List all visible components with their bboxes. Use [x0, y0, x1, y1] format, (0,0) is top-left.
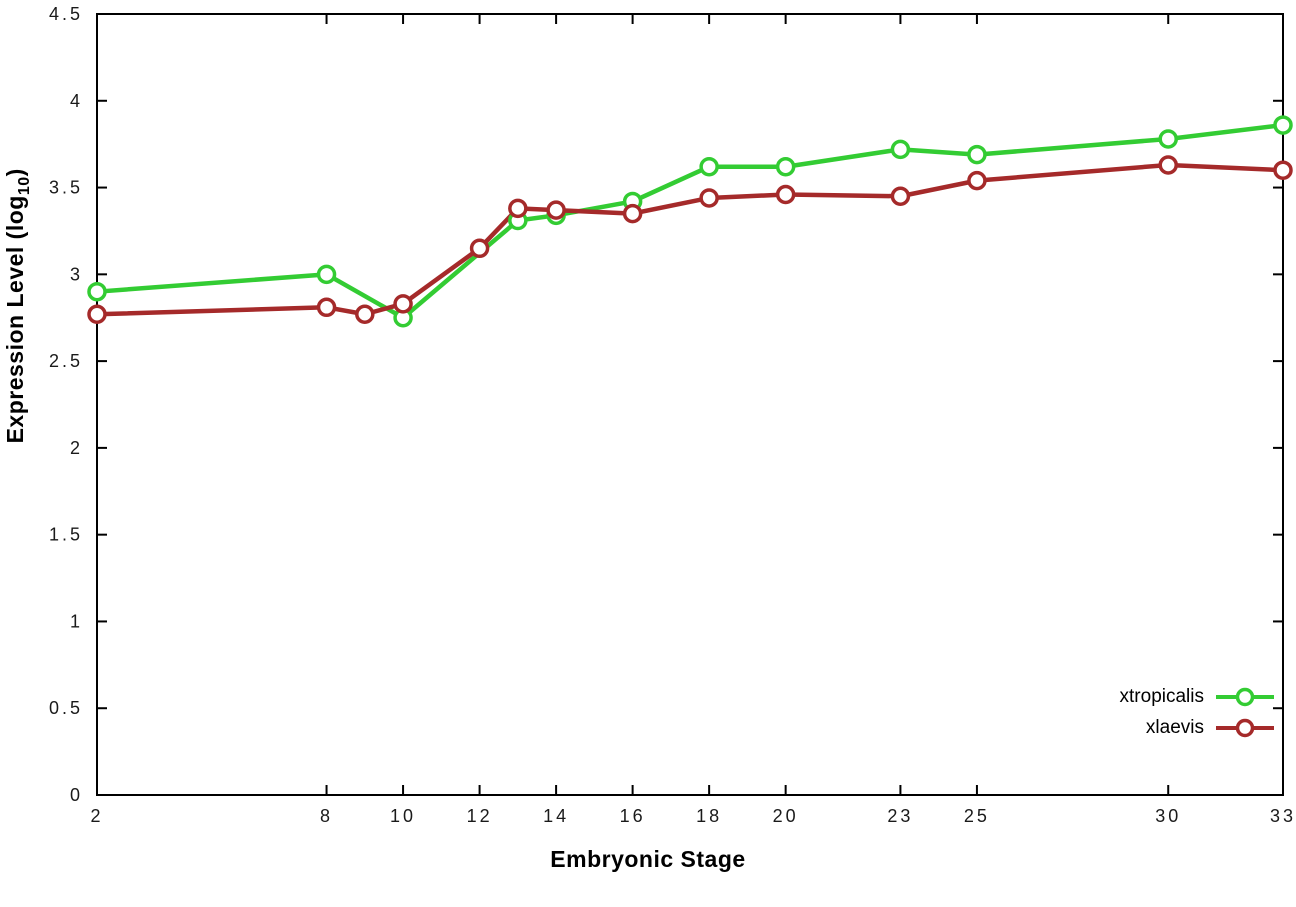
svg-text:1: 1 [70, 611, 83, 631]
svg-text:14: 14 [543, 806, 569, 826]
y-axis-title-subscript: 10 [15, 176, 33, 196]
legend-sample-xtropicalis-icon [1216, 687, 1274, 707]
svg-text:2: 2 [90, 806, 103, 826]
y-axis-title-text: Expression Level (log [2, 195, 29, 444]
svg-text:10: 10 [390, 806, 416, 826]
svg-text:33: 33 [1270, 806, 1296, 826]
svg-text:23: 23 [887, 806, 913, 826]
svg-text:20: 20 [773, 806, 799, 826]
x-axis-title: Embryonic Stage [550, 846, 746, 872]
svg-text:4.5: 4.5 [49, 4, 83, 24]
svg-text:2.5: 2.5 [49, 351, 83, 371]
svg-text:16: 16 [620, 806, 646, 826]
legend-entry-xlaevis: xlaevis [1146, 717, 1276, 739]
svg-text:12: 12 [467, 806, 493, 826]
legend-entry-xtropicalis: xtropicalis [1120, 686, 1276, 708]
svg-text:30: 30 [1155, 806, 1181, 826]
svg-text:2: 2 [70, 438, 83, 458]
y-axis-title: Expression Level (log10) [2, 76, 34, 536]
svg-text:3: 3 [70, 264, 83, 284]
svg-text:1.5: 1.5 [49, 525, 83, 545]
svg-text:0: 0 [70, 785, 83, 805]
svg-text:4: 4 [70, 91, 83, 111]
svg-text:3.5: 3.5 [49, 178, 83, 198]
svg-text:18: 18 [696, 806, 722, 826]
legend-label-xlaevis: xlaevis [1145, 717, 1204, 738]
legend-sample-xlaevis-icon [1216, 718, 1274, 738]
svg-text:8: 8 [320, 806, 333, 826]
svg-text:25: 25 [964, 806, 990, 826]
legend: xtropicalis xlaevis [1120, 686, 1276, 739]
svg-text:0.5: 0.5 [49, 698, 83, 718]
legend-label-xtropicalis: xtropicalis [1119, 686, 1204, 707]
y-axis-title-close: ) [2, 168, 29, 177]
